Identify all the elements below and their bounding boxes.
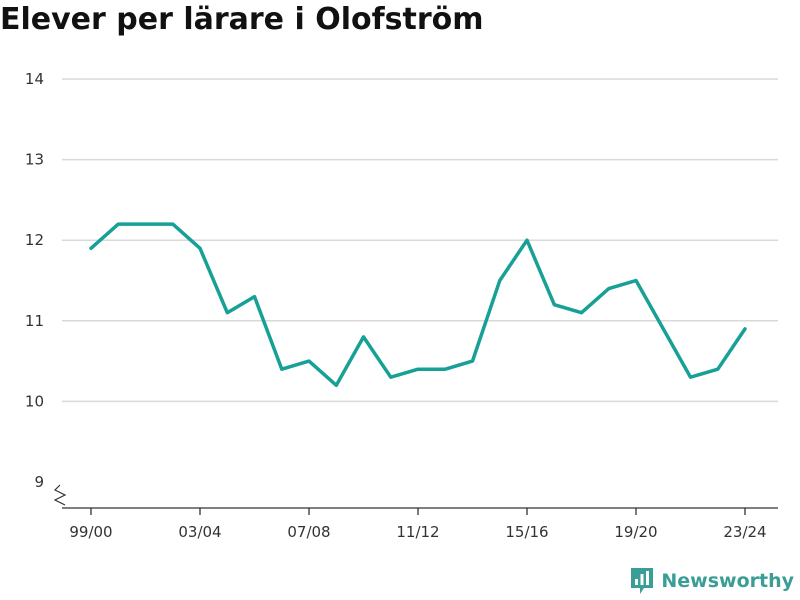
x-tick-label-15/16: 15/16 (505, 523, 548, 541)
x-axis-ticks: 99/00 03/04 07/08 11/12 15/16 19/20 23/24 (69, 508, 767, 541)
y-tick-label-11: 11 (25, 312, 44, 330)
x-tick-label-07/08: 07/08 (287, 523, 330, 541)
x-tick-label-23/24: 23/24 (723, 523, 766, 541)
x-tick-label-03/04: 03/04 (178, 523, 221, 541)
chart-title: Elever per lärare i Olofström (0, 2, 484, 37)
brand-name: Newsworthy (661, 570, 794, 592)
y-tick-label-9: 9 (34, 473, 44, 491)
y-tick-label-14: 14 (25, 70, 44, 88)
axis-break-icon (53, 484, 67, 506)
y-tick-label-12: 12 (25, 231, 44, 249)
x-tick-label-19/20: 19/20 (614, 523, 657, 541)
series-layer (89, 222, 747, 388)
gridlines (62, 78, 778, 403)
series-line-0 (89, 222, 747, 388)
newsworthy-logo: Newsworthy (629, 566, 794, 596)
y-tick-label-10: 10 (25, 392, 44, 410)
x-tick-label-99/00: 99/00 (69, 523, 112, 541)
x-tick-label-11/12: 11/12 (396, 523, 439, 541)
y-tick-label-13: 13 (25, 151, 44, 169)
y-axis-ticks: 9 10 11 12 13 14 (25, 70, 67, 506)
bar-chart-logo-icon (631, 568, 654, 594)
